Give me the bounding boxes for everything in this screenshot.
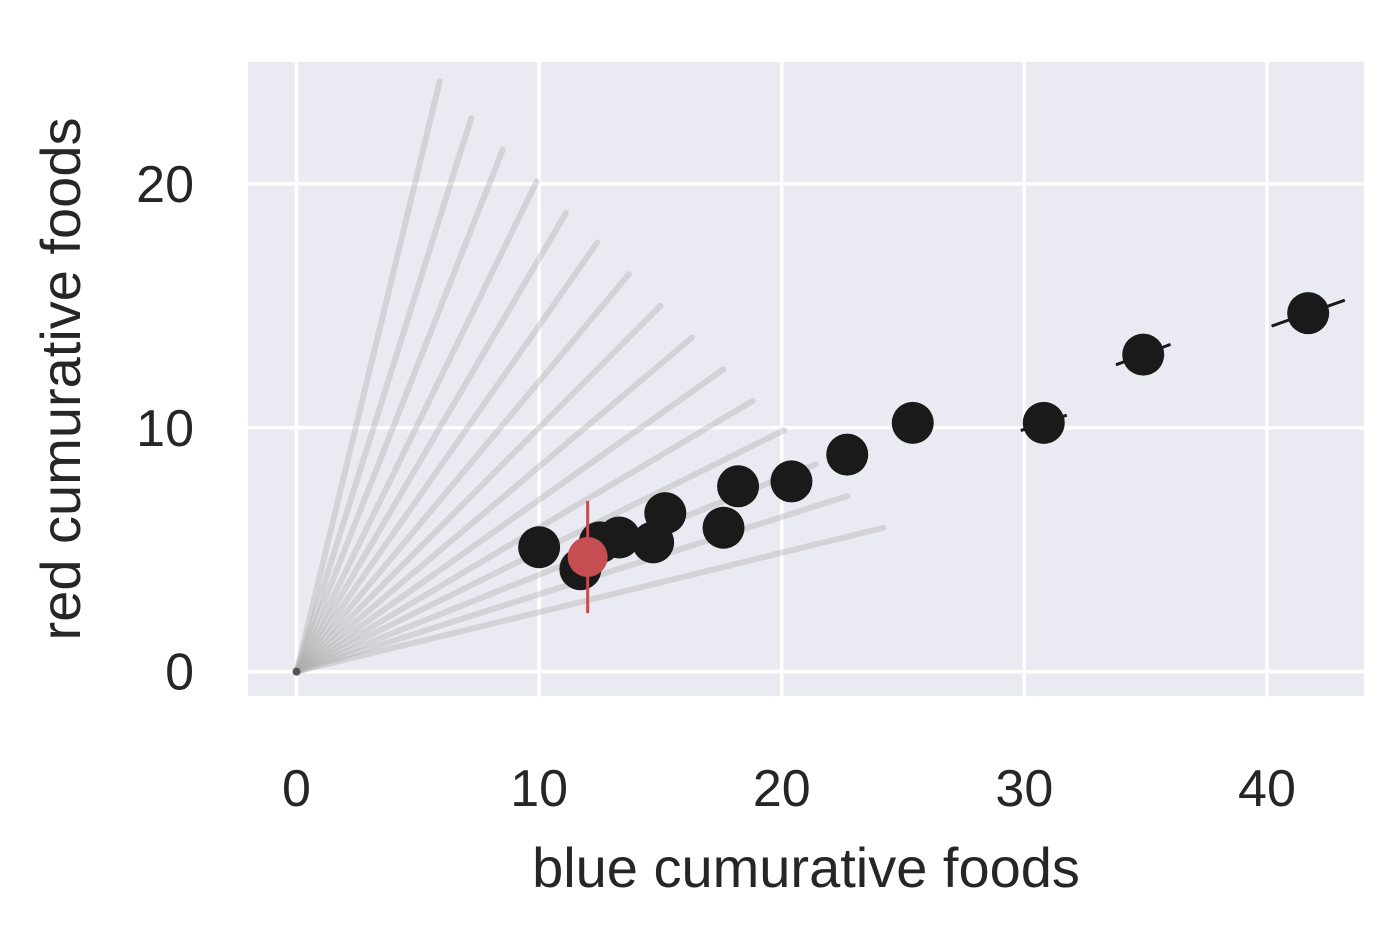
data-point — [1122, 333, 1165, 376]
data-point — [598, 516, 641, 559]
x-tick-label: 20 — [753, 760, 811, 818]
y-tick-label: 20 — [136, 156, 194, 214]
reference-ray — [293, 115, 475, 675]
plot-area — [248, 62, 1364, 696]
reference-ray — [293, 210, 569, 675]
data-point — [770, 460, 813, 503]
origin-point — [292, 667, 301, 676]
data-point — [702, 506, 745, 549]
data-point — [717, 465, 760, 508]
x-tick-label: 10 — [510, 760, 568, 818]
gridlines — [248, 62, 1364, 696]
reference-ray — [293, 302, 664, 675]
reference-ray — [293, 178, 540, 675]
reference-ray — [293, 146, 506, 675]
highlight-point — [567, 537, 608, 578]
y-axis-label: red cumurative foods — [29, 118, 92, 641]
x-tick-label: 0 — [282, 760, 311, 818]
reference-ray — [293, 524, 887, 675]
reference-ray — [293, 366, 727, 675]
data-point — [644, 492, 687, 535]
data-point — [826, 433, 869, 476]
y-tick-labels: 0 10 20 — [136, 156, 194, 702]
y-tick-label: 10 — [136, 400, 194, 458]
data-point — [891, 401, 934, 444]
highlight-point-group — [567, 500, 608, 614]
data-points — [518, 292, 1346, 591]
reference-ray — [293, 334, 695, 675]
x-tick-label: 30 — [995, 760, 1053, 818]
x-axis-label: blue cumurative foods — [532, 836, 1080, 899]
data-point — [1287, 292, 1330, 335]
reference-ray — [293, 78, 443, 675]
x-tick-label: 40 — [1238, 760, 1296, 818]
reference-ray — [293, 271, 632, 675]
reference-ray — [293, 239, 601, 675]
x-tick-labels: 0 10 20 30 40 — [282, 760, 1296, 818]
data-point — [518, 526, 561, 569]
y-tick-label: 0 — [165, 644, 194, 702]
data-point — [1022, 401, 1065, 444]
